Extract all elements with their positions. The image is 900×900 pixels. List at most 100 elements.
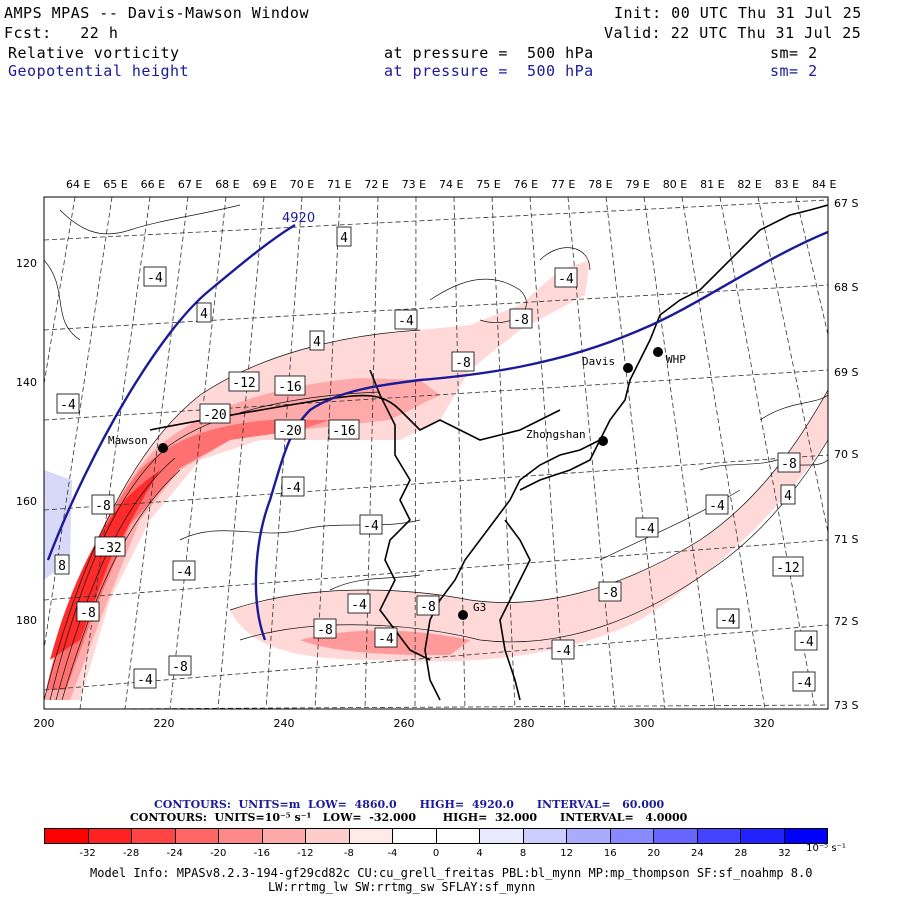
station-g3-marker	[458, 610, 468, 620]
contour-label-box	[416, 595, 440, 616]
station-zhongshan-marker	[598, 436, 608, 446]
contour-label-box	[598, 581, 622, 602]
colorbar-label: -16	[253, 848, 270, 859]
x-tick-label: 240	[274, 717, 295, 730]
y-axis-ticks: 120 140 160 180	[16, 257, 37, 627]
colorbar-label: 12	[560, 848, 574, 859]
lon-label: 80 E	[663, 178, 687, 191]
lon-label: 65 E	[103, 178, 127, 191]
field2-smoothing: sm= 2	[770, 62, 818, 80]
lon-label: 66 E	[141, 178, 165, 191]
lon-label: 75 E	[476, 178, 500, 191]
colorbar	[44, 828, 828, 844]
contour-label-box	[554, 267, 578, 288]
colorbar-swatch	[262, 829, 306, 843]
contour-label: -12	[232, 376, 255, 391]
colorbar-label: 0	[432, 848, 440, 859]
contour-label: -4	[639, 522, 655, 537]
height-contours	[46, 223, 828, 641]
lon-label: 78 E	[588, 178, 612, 191]
contour-label-box	[143, 266, 167, 287]
contour-label-box	[309, 330, 325, 351]
lon-label: 83 E	[775, 178, 799, 191]
contour-label-box	[94, 536, 126, 557]
colorbar-swatch	[88, 829, 132, 843]
vorticity-contour-labels: 4 -4 4 4 -4 -4 -8 -4 -8 -12 -16 -20 -20 -16 -4 -4 -4 -4 -8…	[54, 226, 818, 692]
latitude-labels: 67 S 68 S 69 S 70 S 71 S 72 S 73 S	[834, 197, 858, 712]
contour-label-box	[313, 618, 337, 639]
y-tick-label: 180	[16, 614, 37, 627]
colorbar-swatch	[784, 829, 827, 843]
contour-label: 4	[784, 489, 792, 504]
contour-label: -8	[781, 457, 797, 472]
contour-label-box	[780, 484, 796, 505]
height-contour-label: 4920	[282, 211, 315, 226]
model-info-line1: Model Info: MPASv8.2.3-194-gf29cd82c CU:…	[90, 866, 813, 880]
contour-label-box	[199, 403, 231, 424]
forecast-hour: Fcst: 22 h	[4, 24, 119, 42]
colorbar-swatch	[480, 829, 524, 843]
colorbar-swatch	[393, 829, 437, 843]
x-tick-label: 320	[754, 717, 775, 730]
field1-smoothing: sm= 2	[770, 44, 818, 62]
contour-label-box	[509, 308, 533, 329]
lon-label: 70 E	[290, 178, 314, 191]
contour-label: -4	[363, 519, 379, 534]
contour-label-box	[635, 517, 659, 538]
contour-label: -4	[60, 398, 76, 413]
lon-label: 72 E	[364, 178, 388, 191]
contour-label: -4	[558, 272, 574, 287]
contour-label-box	[347, 593, 371, 614]
contour-label: 4	[200, 307, 208, 322]
contour-label: 4	[340, 231, 348, 246]
valid-time: Valid: 22 UTC Thu 31 Jul 25	[604, 24, 862, 42]
colorbar-label: 28	[734, 848, 748, 859]
contour-label: -8	[420, 600, 436, 615]
colorbar-unit: 10⁻⁵ s⁻¹	[806, 843, 846, 854]
contour-label-box	[56, 393, 80, 414]
contour-label: -4	[351, 598, 367, 613]
lon-label: 81 E	[700, 178, 724, 191]
contour-label: 4	[313, 335, 321, 350]
x-tick-label: 260	[394, 717, 415, 730]
contour-label: -16	[278, 380, 301, 395]
colorbar-label: 20	[647, 848, 661, 859]
contour-label-box	[551, 639, 575, 660]
contour-label: 8	[58, 559, 66, 574]
colorbar-swatch	[45, 829, 89, 843]
height-contour-info: CONTOURS: UNITS=m LOW= 4860.0 HIGH= 4920…	[154, 798, 665, 811]
contour-label: -4	[709, 499, 725, 514]
contour-label: -4	[798, 635, 814, 650]
contour-label-box	[54, 554, 70, 575]
contour-label: -4	[147, 271, 163, 286]
lon-label: 77 E	[551, 178, 575, 191]
contour-label: -4	[398, 314, 414, 329]
contour-label-box	[274, 375, 306, 396]
field2-level: at pressure = 500 hPa	[384, 62, 594, 80]
station-whp: WHP	[666, 353, 686, 366]
colorbar-swatch	[132, 829, 176, 843]
colorbar-swatch	[175, 829, 219, 843]
model-info-line2: LW:rrtmg_lw SW:rrtmg_sw SFLAY:sf_mynn	[268, 880, 536, 894]
contour-label: -4	[720, 613, 736, 628]
station-zhongshan: Zhongshan	[526, 428, 586, 441]
lat-label: 69 S	[834, 366, 858, 379]
longitude-labels: 64 E 65 E 66 E 67 E 68 E 69 E 70 E 71 E 72 E 73 E…	[66, 178, 836, 191]
x-tick-label: 220	[154, 717, 175, 730]
contour-label-box	[76, 601, 100, 622]
station-g3: G3	[473, 601, 486, 614]
map-title: AMPS MPAS -- Davis-Mawson Window	[4, 4, 309, 22]
colorbar-label: -4	[387, 848, 398, 859]
contour-label: -4	[378, 632, 394, 647]
contour-label: -4	[555, 644, 571, 659]
contour-label: -8	[80, 606, 96, 621]
lon-label: 76 E	[514, 178, 538, 191]
colorbar-swatch	[219, 829, 263, 843]
colorbar-swatch	[523, 829, 567, 843]
contour-label: -8	[513, 313, 529, 328]
y-tick-label: 120	[16, 257, 37, 270]
contour-label-box	[168, 655, 192, 676]
station-davis: Davis	[582, 355, 615, 368]
contour-label: -8	[95, 499, 111, 514]
station-mawson: Mawson	[108, 434, 148, 447]
